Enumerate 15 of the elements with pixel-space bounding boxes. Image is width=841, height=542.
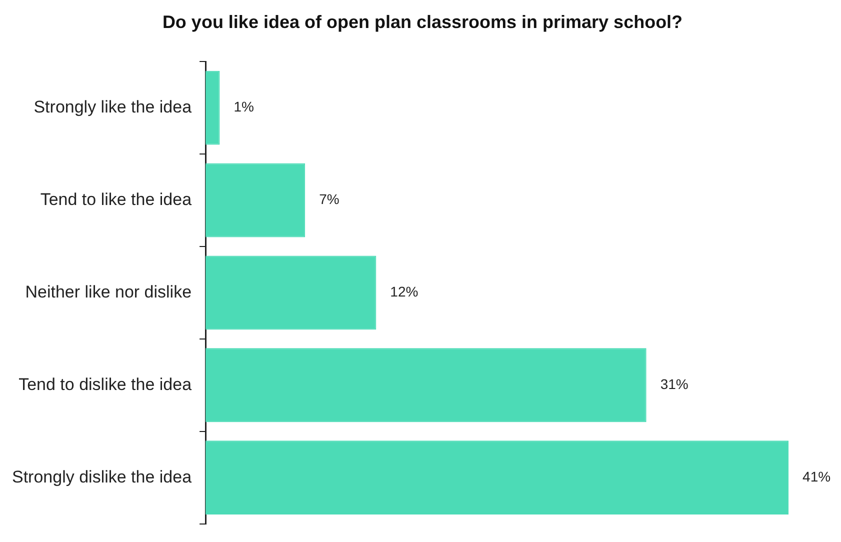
y-tick-label: Tend to like the idea	[40, 190, 192, 209]
y-tick-label: Tend to dislike the idea	[18, 374, 192, 394]
chart-title: Do you like idea of open plan classrooms in primary school?	[162, 12, 683, 32]
bar	[206, 163, 306, 238]
y-tick-label: Strongly like the idea	[34, 98, 192, 117]
bar	[206, 348, 646, 422]
y-tick-label: Strongly dislike the idea	[12, 467, 192, 486]
bar	[206, 70, 220, 145]
bar	[206, 440, 789, 515]
y-tick-label: Neither like nor dislike	[25, 282, 192, 302]
data-label: 31%	[660, 376, 688, 392]
data-label: 12%	[390, 284, 418, 300]
data-label: 7%	[319, 191, 340, 208]
data-label: 41%	[802, 468, 831, 484]
data-label: 1%	[234, 98, 254, 115]
